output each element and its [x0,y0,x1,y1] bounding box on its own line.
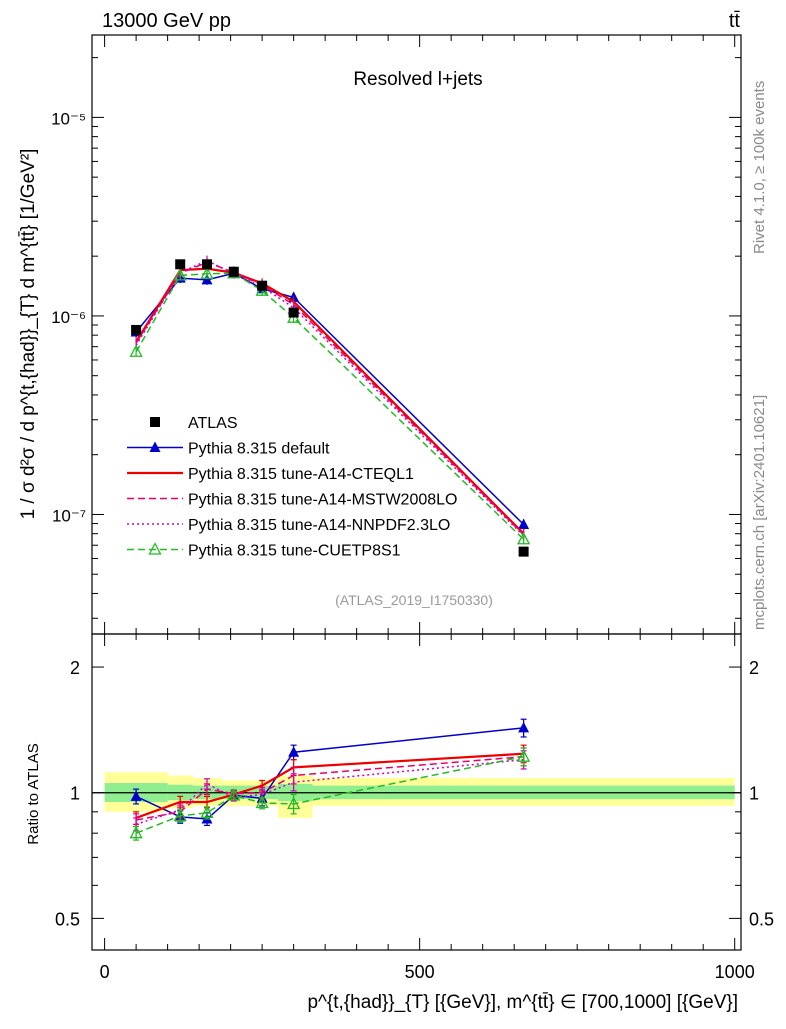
main-panel: 10⁻⁷ 10⁻⁶ 10⁻⁵ [51,34,742,635]
ratio-ylabel: Ratio to ATLAS [25,743,42,844]
energy-label: 13000 GeV pp [102,10,231,32]
data-point [288,307,299,318]
legend-label: Pythia 8.315 tune-CUETP8S1 [188,543,401,560]
ratio-marker [255,795,269,809]
y-tick-label: 10⁻⁵ [51,109,86,128]
ratio-marker [518,721,530,733]
y-tick-label: 10⁻⁷ [52,506,86,525]
ratio-marker [200,805,214,818]
x-tick-label: 1000 [715,962,755,982]
ratio-y-tick-label: 0.5 [55,909,80,929]
ratio-y-tick-label-right: 2 [749,658,759,678]
series-marker [200,266,214,279]
legend: ATLAS Pythia 8.315 default Pythia 8.315 tu… [127,415,457,560]
series-marker [517,531,531,545]
ratio-y-tick-label-right: 1 [749,784,759,804]
main-ylabel: 1 / σ d²σ / d p^{t,{had}}_{T} d m^{tt̄} … [18,149,39,520]
legend-marker [148,542,162,555]
x-axis-label: p^{t,{had}}_{T} [{GeV}], m^{tt̄} ∈ [700,… [307,992,738,1013]
legend-marker [150,417,160,427]
series-marker [129,344,143,357]
legend-label: Pythia 8.315 default [188,441,330,458]
x-tick-label: 500 [405,962,435,982]
ratio-panel: 0.5 0.5 1 1 2 2 0 500 1000 [55,633,774,982]
ratio-frame [91,633,742,951]
series-marker [201,273,213,285]
ratio-y-tick-label: 2 [70,658,80,678]
data-point [518,546,529,557]
ratio-y-tick-label-right: 0.5 [749,909,774,929]
data-point [131,324,142,335]
ratio-marker [129,825,143,839]
legend-label: ATLAS [188,415,238,432]
mcplots-label: mcplots.cern.ch [arXiv:2401.10621] [751,395,768,630]
series-marker [518,518,530,530]
data-point [257,280,268,291]
chart-title: Resolved l+jets [353,69,482,90]
ratio-marker [288,746,300,757]
legend-label: Pythia 8.315 tune-A14-MSTW2008LO [188,492,457,509]
series-marker [173,268,187,281]
x-tick-label: 0 [100,962,110,982]
watermark-label: (ATLAS_2019_I1750330) [335,592,493,608]
data-point [201,259,212,270]
main-series-group [129,255,531,557]
ratio-marker [173,808,187,822]
ratio-marker [227,788,241,801]
rivet-label: Rivet 4.1.0, ≥ 100k events [751,81,768,254]
legend-marker [149,441,161,452]
legend-label: Pythia 8.315 tune-A14-NNPDF2.3LO [188,517,450,534]
legend-label: Pythia 8.315 tune-A14-CTEQL1 [188,466,414,483]
process-label: tt̄ [729,10,741,32]
data-point [175,259,186,270]
series-line [135,272,525,526]
y-tick-label: 10⁻⁶ [51,308,86,327]
data-point [228,266,239,277]
ratio-marker [130,790,142,801]
ratio-y-tick-label: 1 [70,784,80,804]
ratio-marker [517,749,531,762]
ratio-marker [287,796,301,810]
ratio-series-group [92,718,741,841]
